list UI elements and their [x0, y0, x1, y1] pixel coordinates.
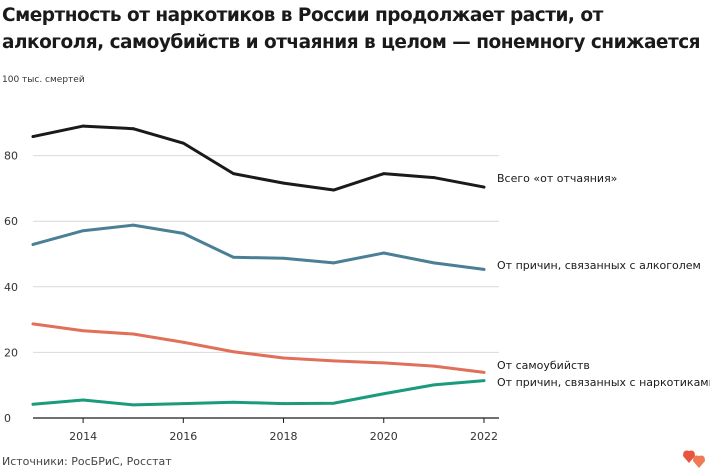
data-point	[282, 181, 285, 185]
chart-title: Смертность от наркотиков в России продол…	[2, 5, 701, 53]
data-point	[232, 350, 235, 354]
data-point	[181, 231, 185, 235]
data-point	[282, 356, 285, 360]
data-point	[432, 176, 436, 179]
data-point	[31, 402, 35, 406]
data-point	[332, 401, 336, 405]
data-point	[181, 340, 185, 344]
data-point	[432, 261, 436, 265]
data-point	[482, 185, 486, 189]
y-tick-label: 20	[4, 346, 18, 359]
data-point	[332, 261, 336, 265]
y-unit-label: 100 тыс. смертей	[2, 75, 85, 85]
series-line	[31, 124, 486, 192]
data-point	[81, 124, 85, 128]
data-point	[81, 329, 85, 333]
data-point	[31, 243, 35, 246]
y-tick-label: 60	[4, 215, 18, 228]
source-note: Источники: РосБРиС, Росстат	[2, 455, 172, 468]
data-point	[31, 322, 35, 326]
data-point	[482, 268, 486, 271]
series-label: От причин, связанных с алкоголем	[497, 259, 701, 272]
series-label: От самоубийств	[497, 359, 590, 372]
data-point	[131, 403, 135, 407]
x-tick-label: 2020	[370, 430, 398, 443]
data-point	[232, 400, 235, 404]
data-point	[432, 383, 436, 387]
x-tick-label: 2016	[169, 430, 197, 443]
data-point	[382, 251, 386, 255]
data-point	[332, 188, 336, 192]
data-point	[81, 229, 85, 233]
x-axis: 2014 2016 2018 2020 2022	[33, 417, 499, 443]
data-point	[382, 361, 386, 365]
data-point	[181, 402, 185, 405]
series-label: От причин, связанных с наркотиками	[497, 376, 710, 389]
data-point	[81, 398, 85, 402]
data-point	[332, 359, 336, 363]
y-axis: 0 20 40 60 80	[4, 150, 18, 425]
series-labels: Всего «от отчаяния» От причин, связанных …	[497, 172, 710, 389]
y-tick-label: 40	[4, 281, 18, 294]
data-point	[131, 223, 135, 227]
hearts-logo-icon	[683, 450, 705, 468]
series-line	[31, 379, 486, 407]
x-tick-label: 2014	[69, 430, 97, 443]
series-line	[31, 322, 486, 374]
data-point	[432, 364, 436, 368]
data-point	[232, 255, 235, 259]
y-tick-label: 80	[4, 150, 18, 163]
data-point	[31, 135, 35, 138]
data-point	[282, 402, 285, 405]
data-point	[282, 256, 285, 260]
data-point	[131, 332, 135, 336]
data-point	[131, 127, 135, 131]
data-point	[181, 141, 185, 145]
x-tick-label: 2022	[470, 430, 498, 443]
data-point	[232, 172, 235, 176]
gridlines	[33, 155, 499, 353]
series-label: Всего «от отчаяния»	[497, 172, 617, 185]
series-line	[31, 223, 486, 271]
data-point	[382, 392, 386, 396]
y-tick-label: 0	[4, 412, 11, 425]
data-point	[482, 379, 486, 383]
data-point	[482, 371, 486, 374]
x-tick-label: 2018	[270, 430, 298, 443]
data-point	[382, 172, 386, 176]
series-lines	[31, 124, 486, 407]
